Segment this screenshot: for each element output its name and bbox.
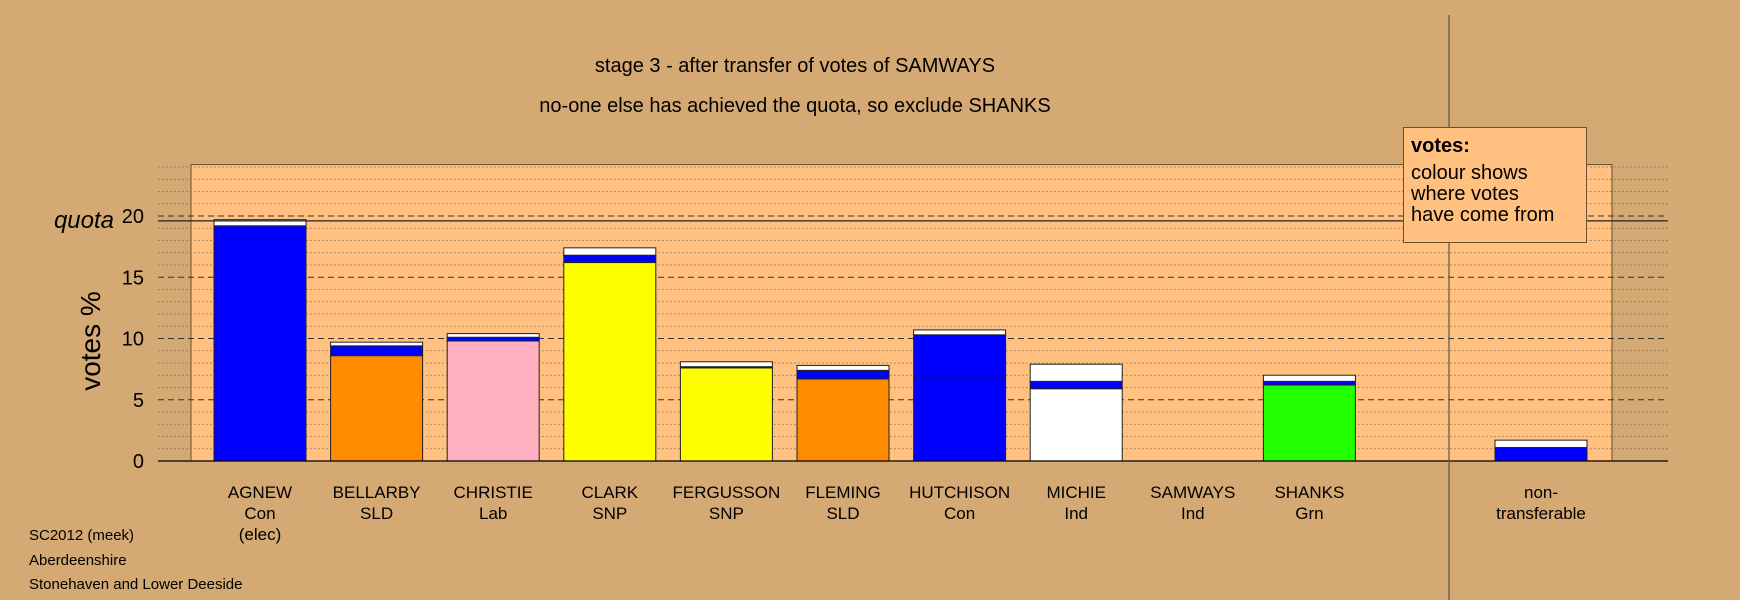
candidate-name-label: SHANKS	[1274, 483, 1344, 502]
candidate-party-label: SNP	[592, 504, 627, 523]
candidate-michie-bar-segment	[1029, 363, 1123, 382]
candidate-fergusson-bar-segment	[679, 367, 773, 462]
candidate-name-label: CHRISTIE	[454, 483, 533, 502]
candidate-agnew-bar-segment	[213, 219, 307, 227]
footer-council: Aberdeenshire	[29, 552, 127, 569]
candidate-shanks-bar-segment	[1262, 374, 1356, 382]
chart-title: stage 3 - after transfer of votes of SAM…	[595, 55, 995, 77]
candidate-name-label: CLARK	[581, 483, 638, 502]
candidate-party-label: Ind	[1181, 504, 1205, 523]
candidate-name-label: FLEMING	[805, 483, 881, 502]
candidate-party-label: Con	[244, 504, 275, 523]
candidate-party-label: Grn	[1295, 504, 1323, 523]
candidate-name-label: HUTCHISON	[909, 483, 1010, 502]
candidate-name-label: BELLARBY	[333, 483, 421, 502]
candidate-fleming-bar-segment	[796, 378, 890, 462]
candidate-fleming-bar-segment	[796, 364, 890, 371]
candidate-bellarby-bar-segment	[330, 345, 424, 357]
candidate-hutchison-bar-segment	[913, 329, 1007, 336]
candidate-clark-bar-segment	[563, 247, 657, 256]
candidate-clark-bar-segment	[563, 262, 657, 462]
footer-election: SC2012 (meek)	[29, 527, 135, 544]
nontransferable-bar-segment	[1494, 439, 1588, 449]
y-axis-label: votes %	[75, 291, 106, 391]
candidate-christie-bar-segment	[446, 333, 540, 338]
chart-subtitle: no-one else has achieved the quota, so e…	[539, 95, 1050, 117]
candidate-fleming-bar-segment	[796, 369, 890, 380]
legend-body: colour shows where votes have come from	[1411, 162, 1555, 226]
candidate-clark-bar-segment	[563, 254, 657, 264]
candidate-name-label: MICHIE	[1046, 483, 1106, 502]
legend-title: votes:	[1411, 135, 1470, 157]
y-tick-label: 20	[122, 206, 144, 228]
quota-label: quota	[54, 207, 114, 234]
candidate-michie-bar-segment	[1029, 388, 1123, 462]
nontransferable-bar-segment	[1494, 447, 1588, 462]
candidate-party-label: SLD	[826, 504, 859, 523]
candidate-note-label: (elec)	[239, 525, 282, 544]
candidate-bellarby-bar-segment	[330, 355, 424, 462]
candidate-shanks-bar-segment	[1262, 384, 1356, 462]
nontransferable-label-2: transferable	[1496, 504, 1586, 523]
candidate-party-label: SNP	[709, 504, 744, 523]
candidate-christie-bar-segment	[446, 340, 540, 462]
candidate-hutchison-bar-segment	[913, 334, 1007, 379]
candidate-name-label: FERGUSSON	[673, 483, 781, 502]
candidate-agnew-bar-segment	[213, 225, 307, 462]
footer-ward: Stonehaven and Lower Deeside	[29, 576, 243, 593]
y-tick-label: 10	[122, 329, 144, 351]
candidate-party-label: SLD	[360, 504, 393, 523]
candidate-michie-bar-segment	[1029, 380, 1123, 390]
plot-background	[190, 164, 1613, 462]
candidate-party-label: Lab	[479, 504, 507, 523]
candidate-party-label: Ind	[1064, 504, 1088, 523]
plot-area: 0 5 10 15 20 AGNEW Con (elec) BELLARBY SLD CHRISTI…	[122, 164, 1668, 544]
y-tick-label: 5	[133, 390, 144, 412]
candidate-party-label: Con	[944, 504, 975, 523]
candidate-name-label: AGNEW	[228, 483, 292, 502]
candidate-name-label: SAMWAYS	[1150, 483, 1235, 502]
candidate-christie-bar-segment	[446, 336, 540, 342]
candidate-hutchison-bar-segment	[913, 377, 1007, 462]
candidate-shanks-bar-segment	[1262, 380, 1356, 386]
candidate-fergusson-bar-segment	[679, 361, 773, 368]
y-tick-label: 0	[133, 451, 144, 473]
candidate-bellarby-bar-segment	[330, 341, 424, 347]
y-tick-label: 15	[122, 267, 144, 289]
legend-box: votes: colour shows where votes have com…	[1403, 127, 1587, 243]
nontransferable-label-1: non-	[1524, 483, 1558, 502]
